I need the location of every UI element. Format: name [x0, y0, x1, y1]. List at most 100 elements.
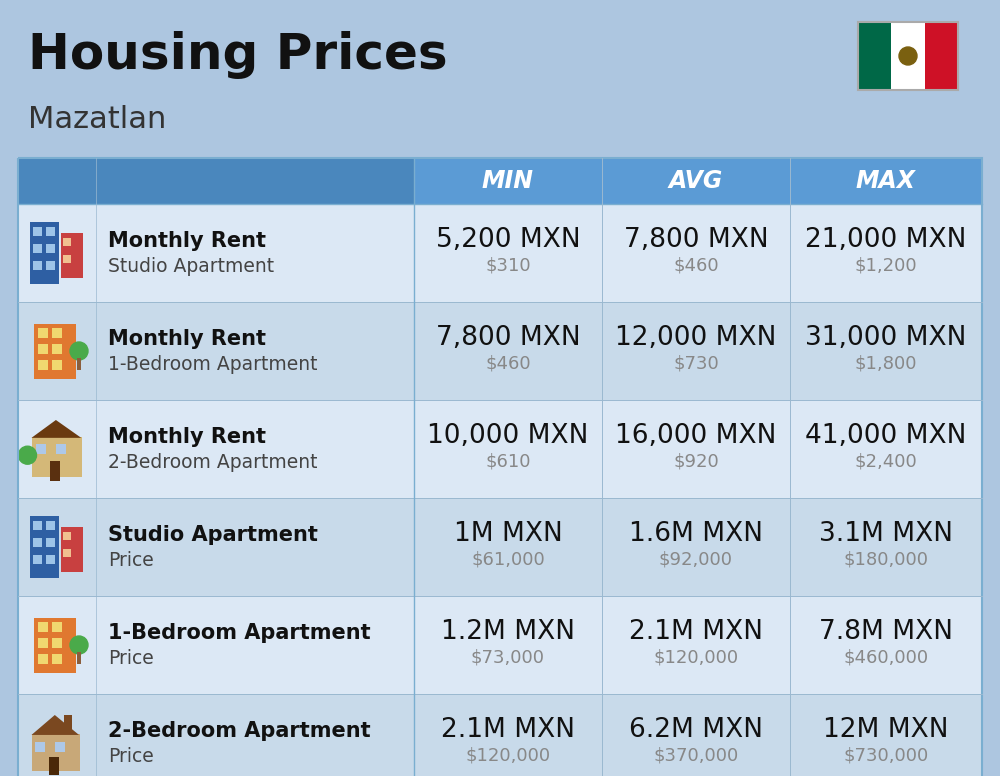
- Text: $460: $460: [485, 355, 531, 372]
- Bar: [49, 757, 59, 774]
- Text: Monthly Rent: Monthly Rent: [108, 428, 266, 447]
- Bar: [790, 158, 982, 204]
- Bar: [38, 638, 48, 648]
- Bar: [52, 344, 62, 354]
- Text: 1-Bedroom Apartment: 1-Bedroom Apartment: [108, 623, 371, 643]
- Bar: [18, 204, 982, 302]
- Text: 41,000 MXN: 41,000 MXN: [805, 423, 967, 449]
- Text: 5,200 MXN: 5,200 MXN: [436, 227, 580, 253]
- Bar: [46, 227, 54, 236]
- Bar: [18, 694, 982, 776]
- Bar: [30, 222, 59, 284]
- Bar: [61, 527, 83, 572]
- Circle shape: [70, 636, 88, 654]
- Text: 2.1M MXN: 2.1M MXN: [629, 619, 763, 646]
- Text: Monthly Rent: Monthly Rent: [108, 231, 266, 251]
- Text: $310: $310: [485, 257, 531, 275]
- Text: $460: $460: [673, 257, 719, 275]
- Bar: [18, 158, 982, 776]
- Text: 31,000 MXN: 31,000 MXN: [805, 325, 967, 352]
- Text: $460,000: $460,000: [843, 649, 929, 667]
- Circle shape: [70, 342, 88, 360]
- Bar: [52, 360, 62, 370]
- Text: $1,800: $1,800: [855, 355, 917, 372]
- Bar: [38, 344, 48, 354]
- Bar: [18, 158, 414, 204]
- Bar: [891, 22, 925, 90]
- Bar: [52, 654, 62, 664]
- Bar: [32, 733, 80, 771]
- Text: 1M MXN: 1M MXN: [454, 521, 562, 547]
- Text: Price: Price: [108, 650, 154, 668]
- Bar: [32, 227, 42, 236]
- Polygon shape: [32, 715, 79, 735]
- Text: 7,800 MXN: 7,800 MXN: [624, 227, 768, 253]
- Text: 10,000 MXN: 10,000 MXN: [427, 423, 589, 449]
- Text: 3.1M MXN: 3.1M MXN: [819, 521, 953, 547]
- Bar: [32, 244, 42, 253]
- Text: $370,000: $370,000: [653, 747, 739, 764]
- Bar: [52, 638, 62, 648]
- Bar: [46, 261, 54, 270]
- Bar: [50, 462, 60, 481]
- Bar: [30, 516, 59, 578]
- Bar: [34, 618, 76, 673]
- Text: $730,000: $730,000: [843, 747, 929, 764]
- Text: MIN: MIN: [482, 169, 534, 193]
- Bar: [62, 237, 70, 245]
- Text: 6.2M MXN: 6.2M MXN: [629, 717, 763, 743]
- Text: AVG: AVG: [669, 169, 723, 193]
- Bar: [46, 244, 54, 253]
- Bar: [52, 328, 62, 338]
- Bar: [414, 158, 602, 204]
- Text: $730: $730: [673, 355, 719, 372]
- Bar: [38, 360, 48, 370]
- Text: 2.1M MXN: 2.1M MXN: [441, 717, 575, 743]
- Text: $120,000: $120,000: [653, 649, 739, 667]
- Bar: [18, 498, 982, 596]
- Polygon shape: [32, 420, 81, 438]
- Text: Studio Apartment: Studio Apartment: [108, 525, 318, 546]
- Text: 12,000 MXN: 12,000 MXN: [615, 325, 777, 352]
- Text: MAX: MAX: [856, 169, 916, 193]
- Text: 7,800 MXN: 7,800 MXN: [436, 325, 580, 352]
- Text: $610: $610: [485, 452, 531, 471]
- Bar: [32, 437, 82, 477]
- Text: Mazatlan: Mazatlan: [28, 106, 166, 134]
- Text: $920: $920: [673, 452, 719, 471]
- Text: 1.6M MXN: 1.6M MXN: [629, 521, 763, 547]
- Bar: [64, 715, 72, 731]
- Bar: [858, 22, 958, 90]
- Bar: [38, 622, 48, 632]
- Bar: [925, 22, 958, 90]
- Bar: [62, 549, 70, 556]
- Text: 16,000 MXN: 16,000 MXN: [615, 423, 777, 449]
- Text: $120,000: $120,000: [465, 747, 551, 764]
- Text: $2,400: $2,400: [855, 452, 917, 471]
- Circle shape: [18, 446, 36, 464]
- Bar: [858, 22, 891, 90]
- Bar: [77, 358, 81, 370]
- Bar: [18, 302, 982, 400]
- Text: Housing Prices: Housing Prices: [28, 31, 448, 79]
- Bar: [32, 521, 42, 530]
- Text: 7.8M MXN: 7.8M MXN: [819, 619, 953, 646]
- Text: $61,000: $61,000: [471, 551, 545, 569]
- Text: 21,000 MXN: 21,000 MXN: [805, 227, 967, 253]
- Text: 2-Bedroom Apartment: 2-Bedroom Apartment: [108, 453, 318, 473]
- Text: Monthly Rent: Monthly Rent: [108, 329, 266, 349]
- Text: $92,000: $92,000: [659, 551, 733, 569]
- Bar: [46, 555, 54, 564]
- Circle shape: [899, 47, 917, 65]
- Bar: [36, 444, 46, 454]
- Bar: [38, 328, 48, 338]
- Bar: [46, 521, 54, 530]
- Bar: [77, 652, 81, 664]
- Bar: [602, 158, 790, 204]
- Text: $73,000: $73,000: [471, 649, 545, 667]
- Text: Price: Price: [108, 747, 154, 766]
- Bar: [54, 742, 64, 752]
- Bar: [62, 532, 70, 539]
- Text: Price: Price: [108, 551, 154, 570]
- Bar: [46, 538, 54, 547]
